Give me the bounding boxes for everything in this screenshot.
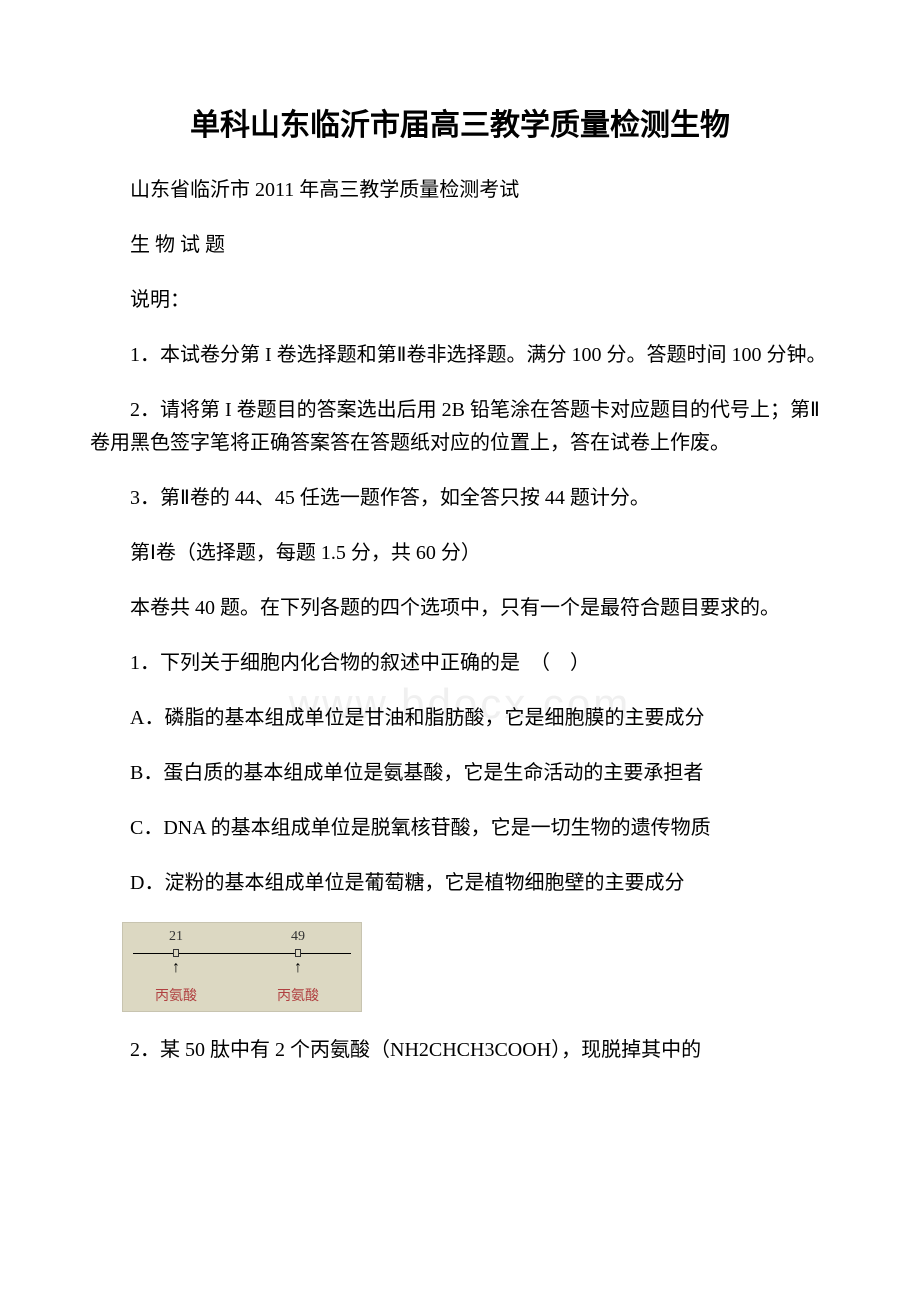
diagram-tick-left xyxy=(173,949,179,957)
subject-line: 生 物 试 题 xyxy=(90,229,830,262)
instruction-2: 2．请将第 I 卷题目的答案选出后用 2B 铅笔涂在答题卡对应题目的代号上；第Ⅱ… xyxy=(90,394,830,460)
diagram-label-left: 丙氨酸 xyxy=(155,985,197,1005)
header-line: 山东省临沂市 2011 年高三教学质量检测考试 xyxy=(90,174,830,207)
question-1-option-c: C．DNA 的基本组成单位是脱氧核苷酸，它是一切生物的遗传物质 xyxy=(90,812,830,845)
diagram-arrow-right: ↑ xyxy=(294,959,302,977)
question-1-stem: 1．下列关于细胞内化合物的叙述中正确的是 （ ） xyxy=(90,647,830,680)
diagram-horizontal-line xyxy=(133,953,351,954)
diagram-box: 21 49 ↑ ↑ 丙氨酸 丙氨酸 xyxy=(122,922,362,1012)
explain-label: 说明： xyxy=(90,284,830,317)
diagram-tick-right xyxy=(295,949,301,957)
question-1-option-d: D．淀粉的基本组成单位是葡萄糖，它是植物细胞壁的主要成分 xyxy=(90,867,830,900)
instruction-3: 3．第Ⅱ卷的 44、45 任选一题作答，如全答只按 44 题计分。 xyxy=(90,482,830,515)
document-title: 单科山东临沂市届高三教学质量检测生物 xyxy=(90,100,830,144)
document-content: 单科山东临沂市届高三教学质量检测生物 山东省临沂市 2011 年高三教学质量检测… xyxy=(90,100,830,1067)
section-header: 第Ⅰ卷（选择题，每题 1.5 分，共 60 分） xyxy=(90,537,830,570)
diagram-label-right: 丙氨酸 xyxy=(277,985,319,1005)
diagram-arrow-left: ↑ xyxy=(172,959,180,977)
diagram-number-left: 21 xyxy=(169,929,183,945)
amino-acid-diagram: 21 49 ↑ ↑ 丙氨酸 丙氨酸 xyxy=(122,922,830,1012)
question-1-option-a: A．磷脂的基本组成单位是甘油和脂肪酸，它是细胞膜的主要成分 xyxy=(90,702,830,735)
instruction-1: 1．本试卷分第 I 卷选择题和第Ⅱ卷非选择题。满分 100 分。答题时间 100… xyxy=(90,339,830,372)
question-2-stem: 2．某 50 肽中有 2 个丙氨酸（NH2CHCH3COOH），现脱掉其中的 xyxy=(90,1034,830,1067)
section-note: 本卷共 40 题。在下列各题的四个选项中，只有一个是最符合题目要求的。 xyxy=(90,592,830,625)
question-1-option-b: B．蛋白质的基本组成单位是氨基酸，它是生命活动的主要承担者 xyxy=(90,757,830,790)
diagram-number-right: 49 xyxy=(291,929,305,945)
